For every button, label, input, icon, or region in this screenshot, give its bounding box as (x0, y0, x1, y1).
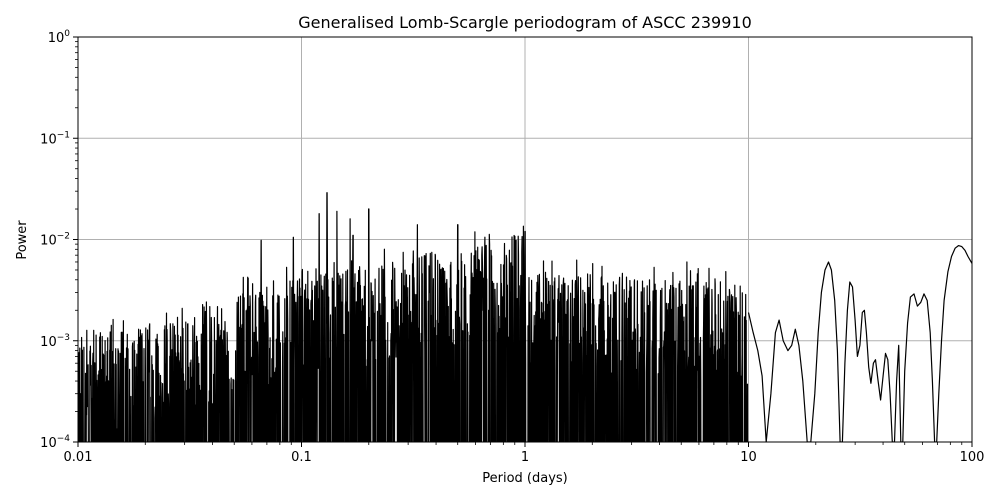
y-axis-label: Power (15, 220, 30, 260)
y-axis: 100 10−1 10−2 10−3 10−4 (40, 29, 78, 451)
x-axis-label: Period (days) (482, 471, 568, 486)
x-tick-label: 0.01 (64, 450, 93, 465)
x-tick-label: 0.1 (291, 450, 312, 465)
x-tick-label: 1 (521, 450, 529, 465)
chart-title: Generalised Lomb-Scargle periodogram of … (298, 13, 752, 32)
y-tick-label: 10−2 (40, 232, 70, 249)
x-axis: 0.01 0.1 1 10 100 (64, 442, 985, 465)
x-tick-label: 10 (740, 450, 757, 465)
y-tick-label: 100 (48, 29, 71, 46)
periodogram-line (78, 192, 972, 442)
y-tick-label: 10−3 (40, 333, 70, 350)
x-tick-label: 100 (960, 450, 985, 465)
y-tick-label: 10−1 (40, 130, 70, 147)
y-tick-label: 10−4 (40, 434, 70, 451)
